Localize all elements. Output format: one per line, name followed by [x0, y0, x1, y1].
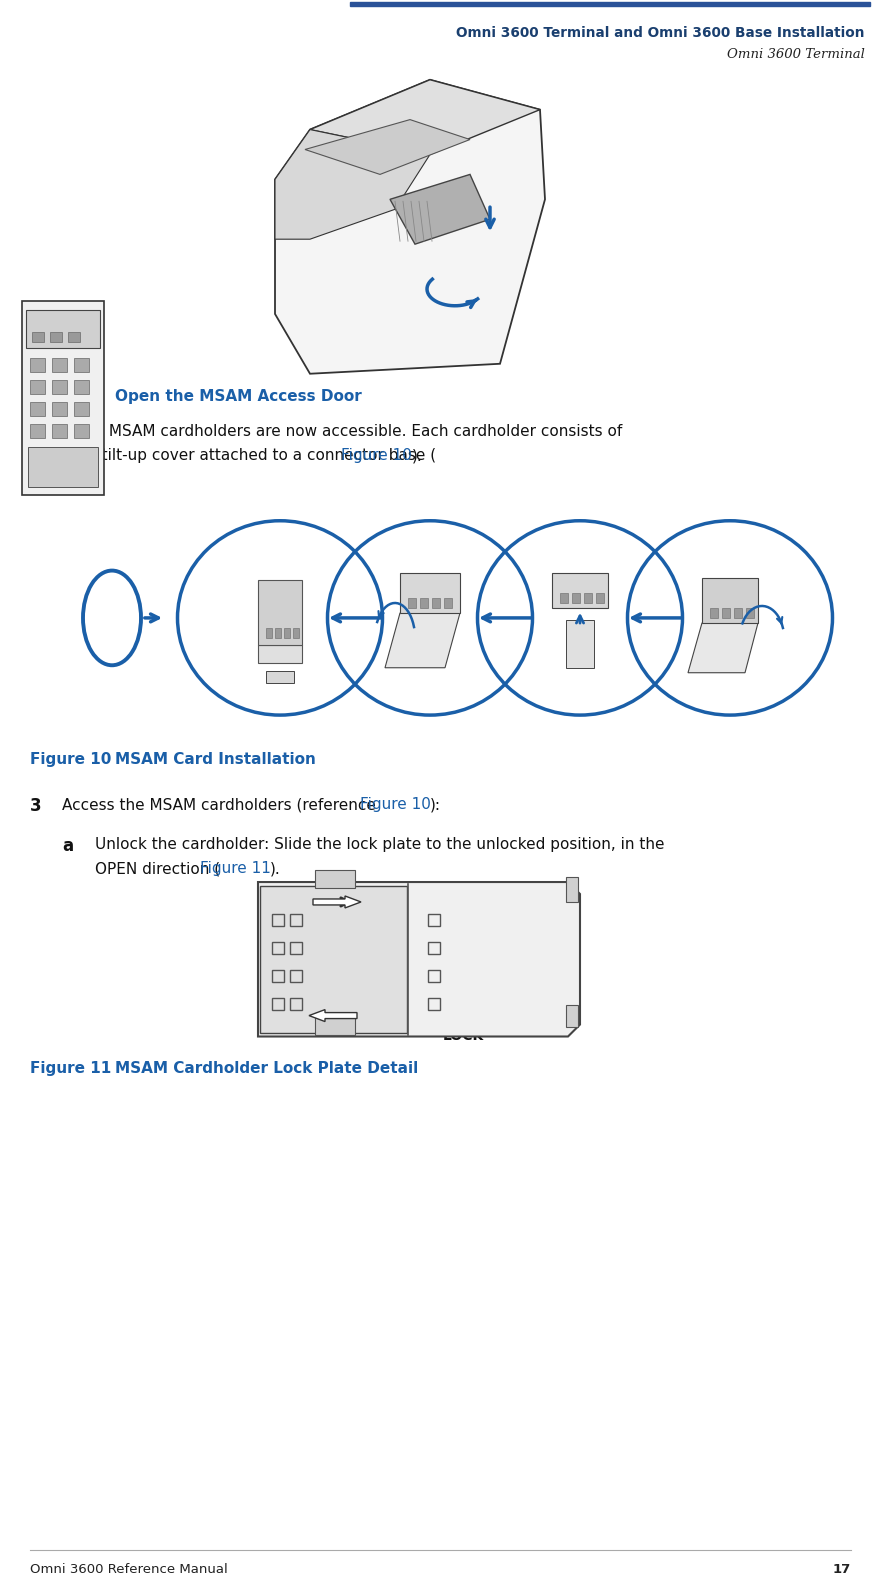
- Text: Figure 11: Figure 11: [30, 1062, 111, 1076]
- Bar: [266, 628, 272, 638]
- Text: Omni 3600 Terminal: Omni 3600 Terminal: [727, 47, 865, 62]
- Text: 17: 17: [833, 1562, 851, 1576]
- Bar: [52, 402, 67, 415]
- Text: Unlock the cardholder: Slide the lock plate to the unlocked position, in the: Unlock the cardholder: Slide the lock pl…: [95, 838, 664, 852]
- Bar: [293, 628, 299, 638]
- Bar: [74, 423, 89, 437]
- Bar: [560, 593, 568, 603]
- Bar: [52, 423, 67, 437]
- Bar: [32, 331, 44, 342]
- Bar: [420, 598, 428, 608]
- Text: Figure 11: Figure 11: [200, 862, 270, 876]
- Bar: [552, 573, 608, 608]
- Text: Figure 9: Figure 9: [30, 388, 101, 404]
- Text: MSAM Cardholder Lock Plate Detail: MSAM Cardholder Lock Plate Detail: [115, 1062, 418, 1076]
- Polygon shape: [390, 175, 490, 245]
- Bar: [22, 301, 104, 495]
- Polygon shape: [275, 80, 545, 374]
- Bar: [74, 402, 89, 415]
- Bar: [290, 914, 302, 926]
- Bar: [432, 598, 440, 608]
- Text: Omni 3600 Reference Manual: Omni 3600 Reference Manual: [30, 1562, 228, 1576]
- Bar: [272, 970, 284, 982]
- Bar: [428, 942, 440, 953]
- Text: LOCK: LOCK: [443, 1029, 485, 1043]
- Bar: [710, 608, 718, 619]
- Text: Figure 10: Figure 10: [341, 448, 412, 464]
- Bar: [315, 869, 355, 888]
- Polygon shape: [275, 129, 430, 240]
- Polygon shape: [313, 896, 361, 907]
- Polygon shape: [309, 1010, 357, 1021]
- Bar: [275, 628, 281, 638]
- Text: Figure 10: Figure 10: [360, 797, 431, 813]
- Text: The three MSAM cardholders are now accessible. Each cardholder consists of: The three MSAM cardholders are now acces…: [30, 423, 622, 439]
- Bar: [272, 942, 284, 953]
- Text: OPEN direction (: OPEN direction (: [95, 862, 220, 876]
- Bar: [566, 1005, 578, 1027]
- Bar: [315, 1016, 355, 1035]
- Bar: [746, 608, 754, 619]
- Bar: [28, 448, 98, 488]
- Bar: [68, 331, 80, 342]
- Bar: [52, 358, 67, 372]
- Text: ).: ).: [412, 448, 423, 464]
- Bar: [566, 620, 594, 667]
- Text: a: a: [62, 838, 73, 855]
- Bar: [30, 423, 45, 437]
- Bar: [566, 877, 578, 903]
- Bar: [702, 578, 758, 623]
- Bar: [50, 331, 62, 342]
- Bar: [74, 358, 89, 372]
- Text: OPEN: OPEN: [443, 892, 486, 906]
- Bar: [722, 608, 730, 619]
- Bar: [52, 380, 67, 393]
- Bar: [596, 593, 604, 603]
- Polygon shape: [258, 882, 580, 1037]
- Bar: [572, 593, 580, 603]
- Bar: [260, 885, 407, 1032]
- Bar: [428, 997, 440, 1010]
- Bar: [444, 598, 452, 608]
- Bar: [428, 914, 440, 926]
- Text: 3: 3: [30, 797, 41, 816]
- Text: Access the MSAM cardholders (reference: Access the MSAM cardholders (reference: [62, 797, 381, 813]
- Bar: [272, 997, 284, 1010]
- Bar: [30, 358, 45, 372]
- Bar: [290, 942, 302, 953]
- Bar: [26, 309, 100, 347]
- Text: ):: ):: [430, 797, 441, 813]
- Bar: [30, 402, 45, 415]
- Text: MSAM Card Installation: MSAM Card Installation: [115, 753, 316, 767]
- Bar: [350, 3, 870, 6]
- Text: a hinged tilt-up cover attached to a connector base (: a hinged tilt-up cover attached to a con…: [30, 448, 436, 464]
- Text: Figure 10: Figure 10: [30, 753, 111, 767]
- Bar: [290, 997, 302, 1010]
- Bar: [266, 671, 294, 683]
- Polygon shape: [688, 623, 758, 672]
- Polygon shape: [385, 612, 460, 667]
- Bar: [584, 593, 592, 603]
- Polygon shape: [310, 80, 540, 155]
- Bar: [258, 645, 302, 663]
- Text: Omni 3600 Terminal and Omni 3600 Base Installation: Omni 3600 Terminal and Omni 3600 Base In…: [456, 25, 865, 39]
- Bar: [30, 380, 45, 393]
- Bar: [290, 970, 302, 982]
- Bar: [734, 608, 742, 619]
- Polygon shape: [305, 120, 470, 175]
- Bar: [428, 970, 440, 982]
- Bar: [272, 914, 284, 926]
- Bar: [400, 573, 460, 612]
- Bar: [74, 380, 89, 393]
- Bar: [284, 628, 290, 638]
- Bar: [408, 598, 416, 608]
- Bar: [258, 581, 302, 645]
- Text: ).: ).: [270, 862, 281, 876]
- Text: Open the MSAM Access Door: Open the MSAM Access Door: [115, 388, 362, 404]
